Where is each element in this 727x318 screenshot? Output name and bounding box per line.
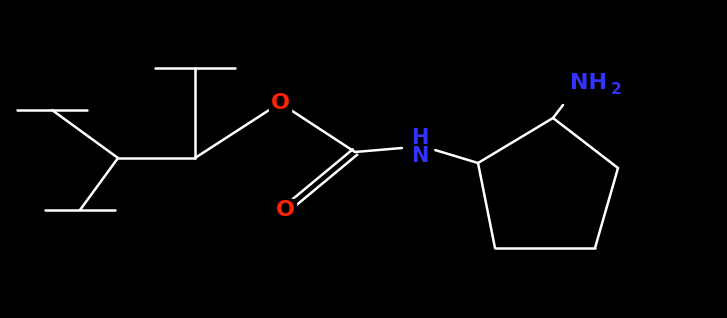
Text: 2: 2 xyxy=(611,81,622,96)
Text: O: O xyxy=(276,200,294,220)
Bar xyxy=(560,65,628,101)
Bar xyxy=(407,122,433,158)
Text: NH: NH xyxy=(569,73,606,93)
Text: H: H xyxy=(411,128,429,148)
Bar xyxy=(274,199,296,221)
Bar xyxy=(269,92,291,114)
Text: N: N xyxy=(411,146,429,166)
Text: O: O xyxy=(270,93,289,113)
